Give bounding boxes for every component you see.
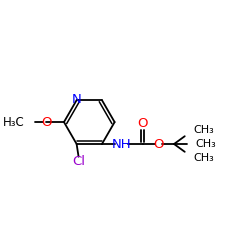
Text: O: O: [41, 116, 52, 128]
Text: NH: NH: [112, 138, 131, 150]
Text: H₃C: H₃C: [3, 116, 25, 128]
Text: CH₃: CH₃: [196, 139, 216, 149]
Text: N: N: [72, 93, 82, 106]
Text: CH₃: CH₃: [194, 125, 214, 135]
Text: CH₃: CH₃: [194, 153, 214, 163]
Text: O: O: [153, 138, 164, 150]
Text: O: O: [138, 117, 148, 130]
Text: Cl: Cl: [72, 155, 85, 168]
